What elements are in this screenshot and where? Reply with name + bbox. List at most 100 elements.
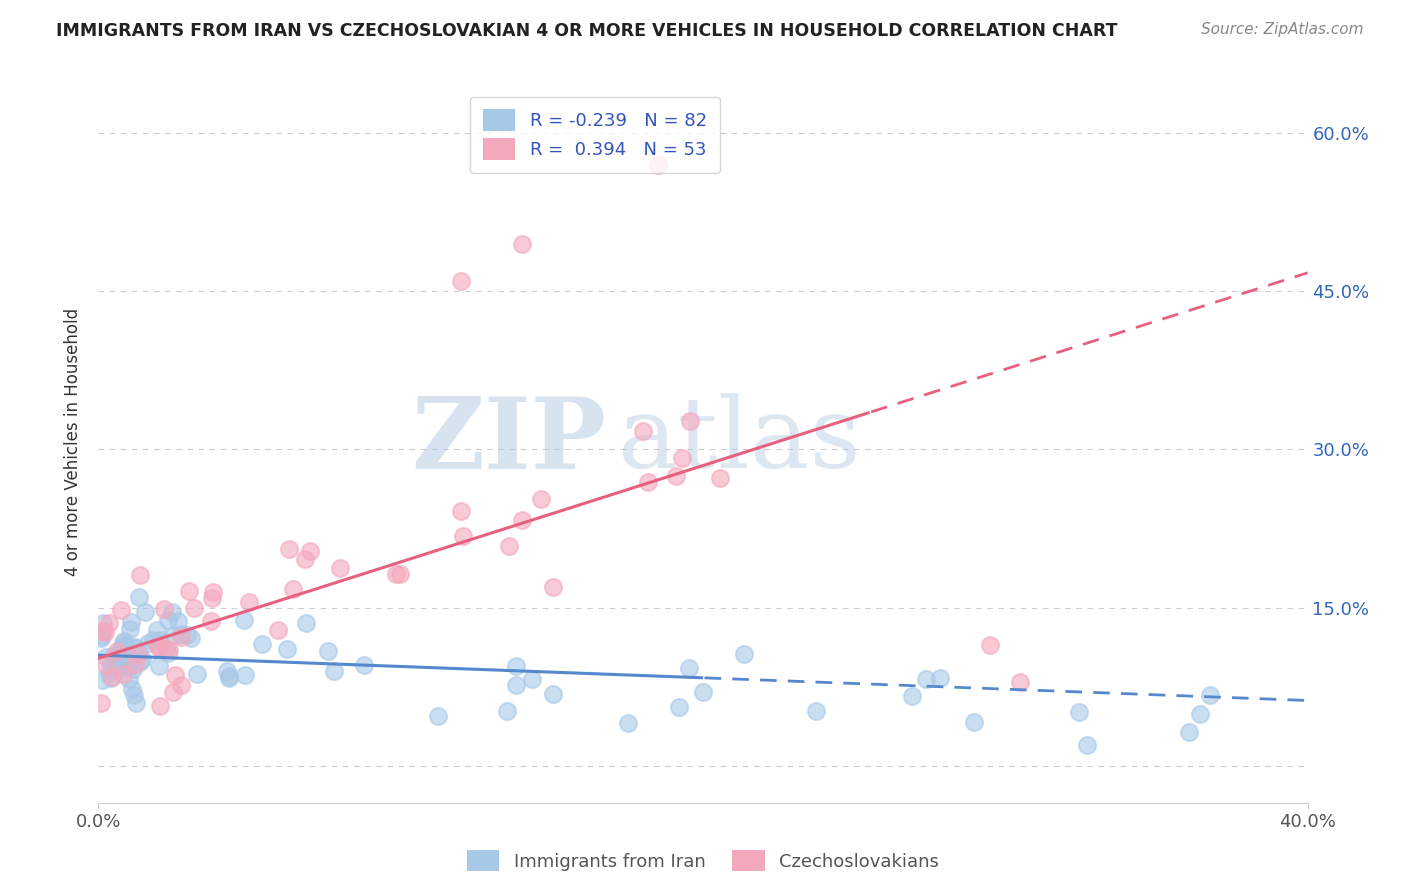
Point (125, 640, 148, 655)
Text: ZIP: ZIP (412, 393, 606, 490)
Point (114, 638, 136, 652)
Point (1178, 725, 1201, 739)
Point (145, 623, 167, 637)
Point (90, 631, 112, 645)
Point (128, 646, 150, 660)
Point (281, 582, 304, 597)
Legend: Immigrants from Iran, Czechoslovakians: Immigrants from Iran, Czechoslovakians (460, 843, 946, 879)
Point (117, 659, 139, 673)
Point (162, 685, 184, 699)
Point (138, 635, 160, 649)
Point (118, 622, 141, 636)
Point (186, 667, 208, 681)
Point (201, 591, 224, 605)
Point (163, 628, 186, 642)
Point (617, 715, 640, 730)
Point (678, 661, 700, 675)
Point (167, 614, 190, 628)
Point (170, 678, 193, 692)
Point (117, 648, 139, 663)
Point (278, 542, 301, 557)
Point (451, 529, 474, 543)
Point (426, 709, 449, 723)
Point (692, 685, 714, 699)
Y-axis label: 4 or more Vehicles in Household: 4 or more Vehicles in Household (65, 308, 83, 575)
Point (450, 274, 472, 288)
Point (94, 658, 117, 673)
Point (276, 642, 298, 657)
Point (101, 648, 124, 663)
Point (112, 639, 135, 653)
Point (120, 657, 142, 671)
Point (505, 658, 527, 673)
Point (91, 624, 114, 639)
Point (124, 640, 146, 654)
Point (105, 654, 128, 668)
Point (668, 700, 690, 714)
Point (733, 648, 755, 662)
Point (233, 667, 256, 681)
Point (100, 657, 122, 671)
Point (98, 616, 121, 631)
Point (183, 601, 205, 615)
Point (671, 450, 693, 465)
Point (322, 665, 344, 679)
Point (122, 688, 145, 702)
Point (637, 475, 659, 489)
Point (218, 669, 240, 683)
Point (159, 642, 181, 657)
Point (510, 236, 533, 251)
Point (91, 629, 114, 643)
Point (105, 643, 128, 657)
Point (112, 636, 135, 650)
Point (631, 424, 654, 438)
Point (385, 567, 408, 582)
Point (100, 672, 122, 686)
Point (294, 551, 316, 566)
Point (156, 646, 179, 660)
Point (128, 590, 150, 604)
Point (389, 567, 412, 582)
Point (105, 661, 128, 675)
Point (149, 698, 172, 713)
Point (110, 603, 132, 617)
Point (165, 668, 187, 682)
Point (111, 667, 134, 681)
Point (170, 627, 193, 641)
Point (157, 613, 180, 627)
Point (498, 539, 520, 553)
Point (94, 625, 117, 640)
Point (149, 633, 172, 648)
Point (510, 513, 533, 527)
Point (104, 654, 127, 668)
Point (96, 649, 118, 664)
Point (148, 659, 170, 673)
Point (450, 504, 472, 518)
Point (121, 662, 143, 676)
Point (148, 639, 170, 653)
Point (98, 665, 121, 680)
Point (665, 469, 688, 483)
Point (238, 595, 260, 609)
Point (1010, 674, 1032, 689)
Legend: R = -0.239   N = 82, R =  0.394   N = 53: R = -0.239 N = 82, R = 0.394 N = 53 (470, 96, 720, 173)
Text: Source: ZipAtlas.com: Source: ZipAtlas.com (1201, 22, 1364, 37)
Point (295, 616, 318, 631)
Point (124, 657, 146, 672)
Point (541, 580, 564, 594)
Point (678, 413, 700, 427)
Point (963, 714, 986, 729)
Point (160, 605, 183, 619)
Point (709, 470, 731, 484)
Point (979, 638, 1001, 652)
Point (217, 665, 239, 679)
Point (316, 644, 339, 658)
Point (1199, 689, 1222, 703)
Point (176, 628, 198, 642)
Text: IMMIGRANTS FROM IRAN VS CZECHOSLOVAKIAN 4 OR MORE VEHICLES IN HOUSEHOLD CORRELAT: IMMIGRANTS FROM IRAN VS CZECHOSLOVAKIAN … (56, 22, 1118, 40)
Point (218, 671, 240, 685)
Point (900, 689, 922, 703)
Point (1188, 706, 1211, 721)
Point (148, 640, 170, 654)
Point (155, 641, 177, 656)
